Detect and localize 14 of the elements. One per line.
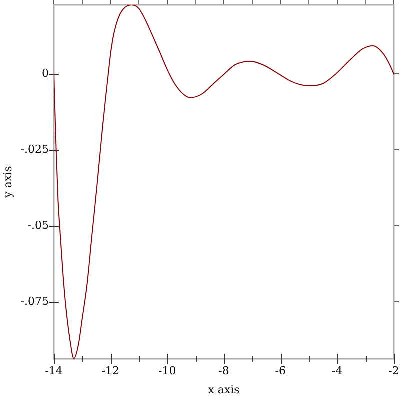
- x-tick-label: -14: [45, 364, 63, 378]
- x-tick-label: -4: [332, 364, 343, 378]
- y-tick-label: -.075: [20, 294, 49, 308]
- y-tick-label: -.025: [20, 142, 49, 156]
- line-series: [54, 5, 394, 359]
- y-axis-title: y axis: [1, 166, 14, 199]
- x-axis-title: x axis: [208, 383, 240, 396]
- x-tick-label: -12: [102, 364, 120, 378]
- x-tick-label: -8: [218, 364, 230, 378]
- x-tick-label: -6: [275, 364, 286, 378]
- x-tick-label: -2: [388, 364, 400, 378]
- y-tick-label: -.05: [28, 218, 49, 232]
- y-tick-label: 0: [42, 67, 49, 80]
- x-tick-label: -10: [158, 364, 176, 378]
